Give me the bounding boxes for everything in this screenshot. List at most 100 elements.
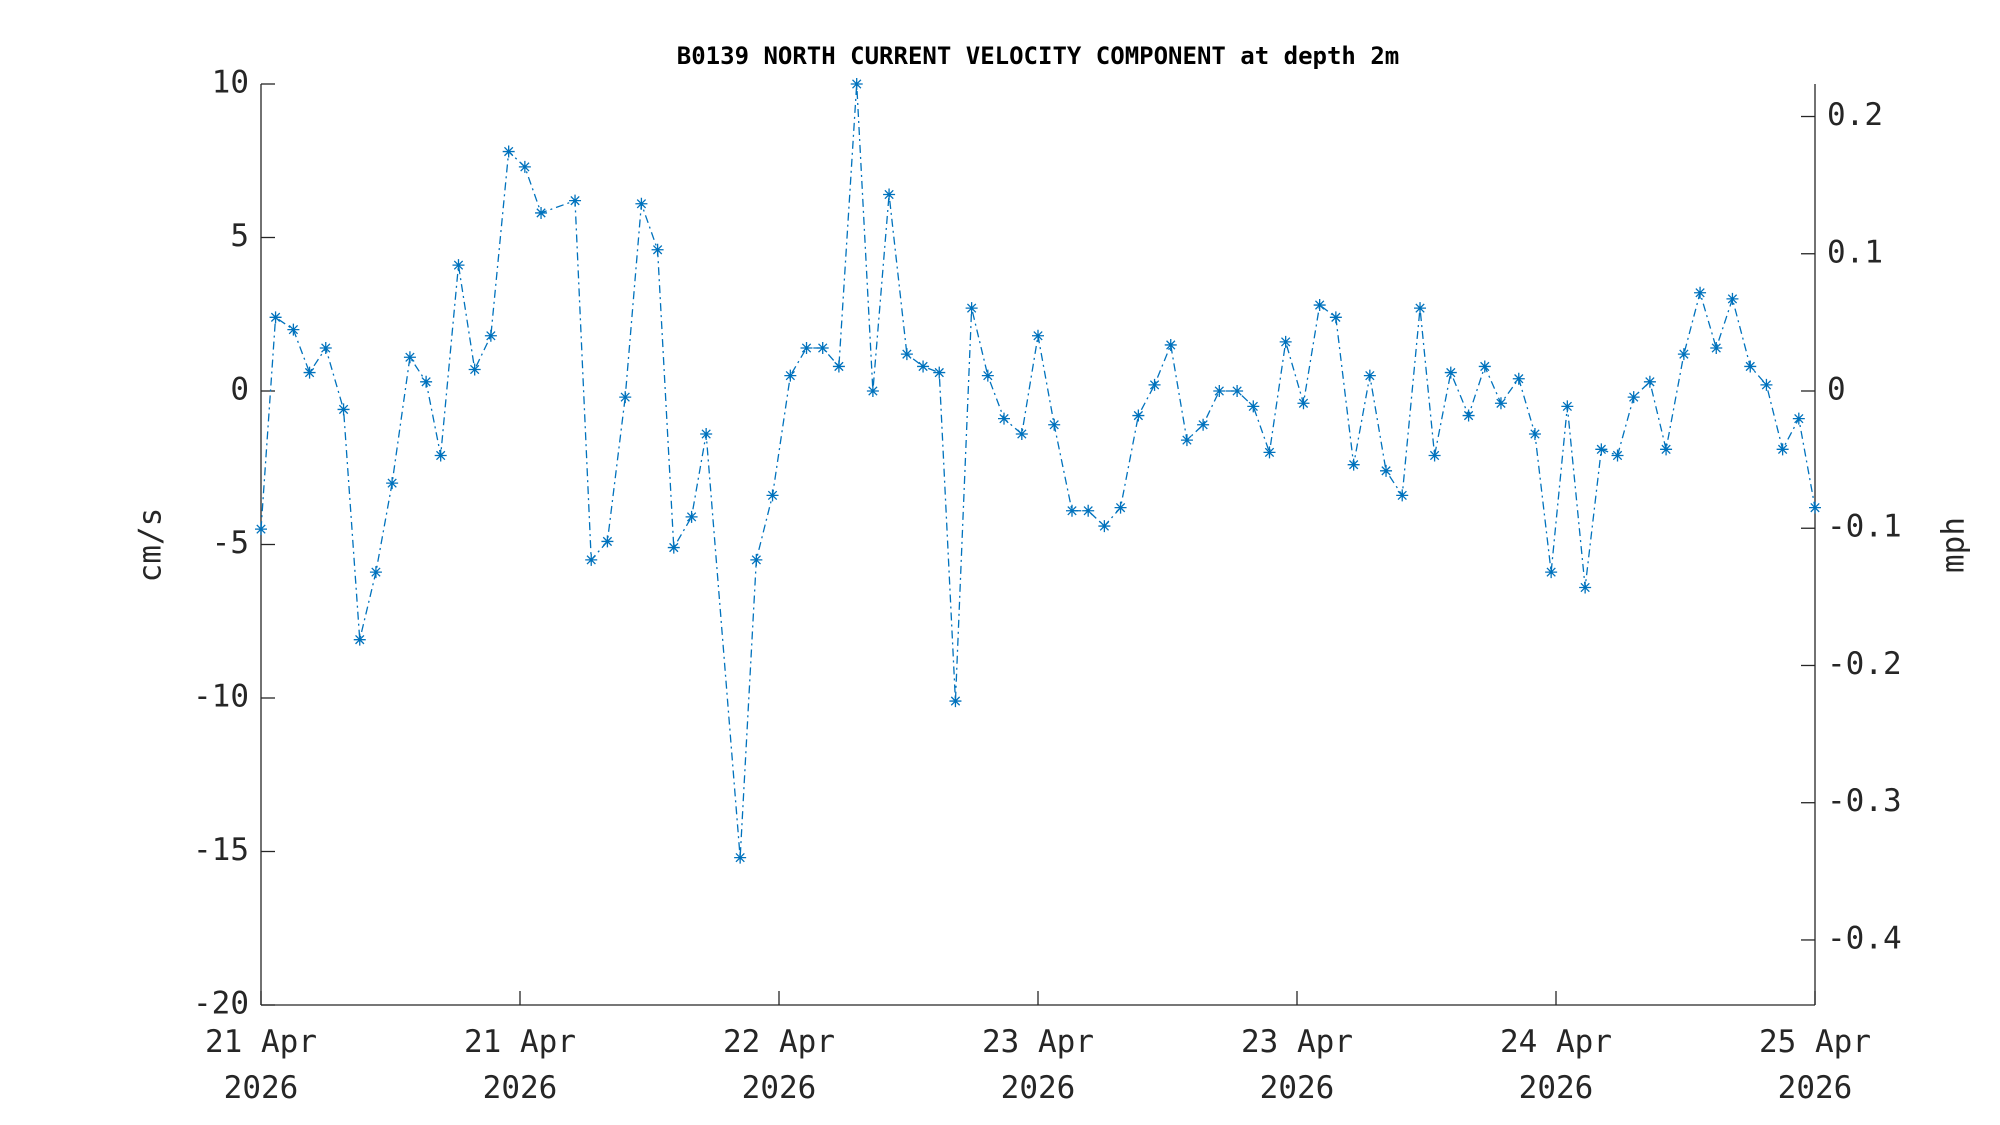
marker [734, 851, 747, 864]
chart-title: B0139 NORTH CURRENT VELOCITY COMPONENT a… [677, 42, 1399, 70]
marker [1082, 504, 1095, 517]
marker [933, 366, 946, 379]
marker [1809, 501, 1821, 514]
marker [1528, 427, 1541, 440]
marker [1347, 458, 1360, 471]
y-tick-label: -5 [212, 525, 249, 561]
marker [269, 311, 282, 324]
y2-tick-label: -0.4 [1827, 920, 1902, 956]
marker [535, 206, 548, 219]
marker [619, 391, 632, 404]
marker [1726, 292, 1739, 305]
marker [1744, 360, 1757, 373]
marker [1792, 412, 1805, 425]
marker [386, 477, 399, 490]
marker [1297, 397, 1310, 410]
marker [1478, 360, 1491, 373]
y2-tick-label: 0.1 [1827, 234, 1883, 270]
marker [1660, 443, 1673, 456]
y-axis-label: cm/s [133, 508, 169, 583]
marker [800, 342, 813, 355]
marker [900, 348, 913, 361]
x-tick-label: 25 Apr 2026 [1759, 1024, 1871, 1106]
y-tick-label: -10 [193, 679, 249, 715]
marker [1494, 397, 1507, 410]
marker [287, 323, 300, 336]
marker [917, 360, 930, 373]
marker [1065, 504, 1078, 517]
y-tick-label: -20 [193, 986, 249, 1022]
x-tick-label: 24 Apr 2026 [1500, 1024, 1612, 1106]
marker [651, 243, 664, 256]
marker [965, 302, 978, 315]
marker [1098, 520, 1111, 533]
marker [484, 329, 497, 342]
marker [949, 695, 962, 708]
marker [1114, 501, 1127, 514]
y2-tick-label: -0.3 [1827, 783, 1902, 819]
marker [1643, 375, 1656, 388]
marker [667, 541, 680, 554]
marker [1313, 299, 1326, 312]
x-tick-label: 23 Apr 2026 [982, 1024, 1094, 1106]
marker [998, 412, 1011, 425]
marker [420, 375, 433, 388]
marker [816, 342, 829, 355]
marker [1414, 302, 1427, 315]
marker [255, 523, 267, 536]
marker [1015, 427, 1028, 440]
x-tick-label: 23 Apr 2026 [1241, 1024, 1353, 1106]
marker [784, 369, 797, 382]
marker [1710, 342, 1723, 355]
x-tick-label: 21 Apr 2026 [464, 1024, 576, 1106]
marker [981, 369, 994, 382]
marker [1048, 418, 1061, 431]
marker [1595, 443, 1608, 456]
marker [1545, 566, 1558, 579]
marker [1363, 369, 1376, 382]
marker [1561, 400, 1574, 413]
x-tick-label: 21 Apr 2026 [205, 1024, 317, 1106]
marker [1164, 338, 1177, 351]
marker [369, 566, 382, 579]
marker [1231, 385, 1244, 397]
marker [1329, 311, 1342, 324]
series-line [260, 83, 1816, 858]
marker [303, 366, 316, 379]
marker [518, 160, 531, 173]
marker [866, 385, 879, 397]
marker [1462, 409, 1475, 422]
marker [1760, 378, 1773, 391]
marker [337, 403, 350, 416]
marker [750, 553, 763, 566]
marker [850, 78, 863, 90]
y2-axis-label: mph [1936, 517, 1972, 573]
marker [1197, 418, 1210, 431]
marker [585, 553, 598, 566]
marker [1380, 464, 1393, 477]
marker [1627, 391, 1640, 404]
marker [635, 197, 648, 210]
marker [452, 259, 465, 272]
marker [1148, 378, 1161, 391]
marker [1180, 434, 1193, 447]
marker [319, 342, 332, 355]
marker [434, 449, 447, 462]
marker [1396, 489, 1409, 502]
y2-tick-label: 0.2 [1827, 97, 1883, 133]
marker [468, 363, 481, 376]
y2-tick-label: -0.1 [1827, 509, 1902, 545]
y2-tick-label: 0 [1827, 371, 1846, 407]
marker [1512, 372, 1525, 385]
marker [1677, 348, 1690, 361]
marker [502, 145, 515, 158]
x-tick-label: 22 Apr 2026 [723, 1024, 835, 1106]
marker [700, 427, 713, 440]
marker [1694, 286, 1707, 299]
marker [1279, 335, 1292, 348]
marker [1776, 443, 1789, 456]
marker [1247, 400, 1260, 413]
marker [883, 188, 896, 201]
marker [1444, 366, 1457, 379]
